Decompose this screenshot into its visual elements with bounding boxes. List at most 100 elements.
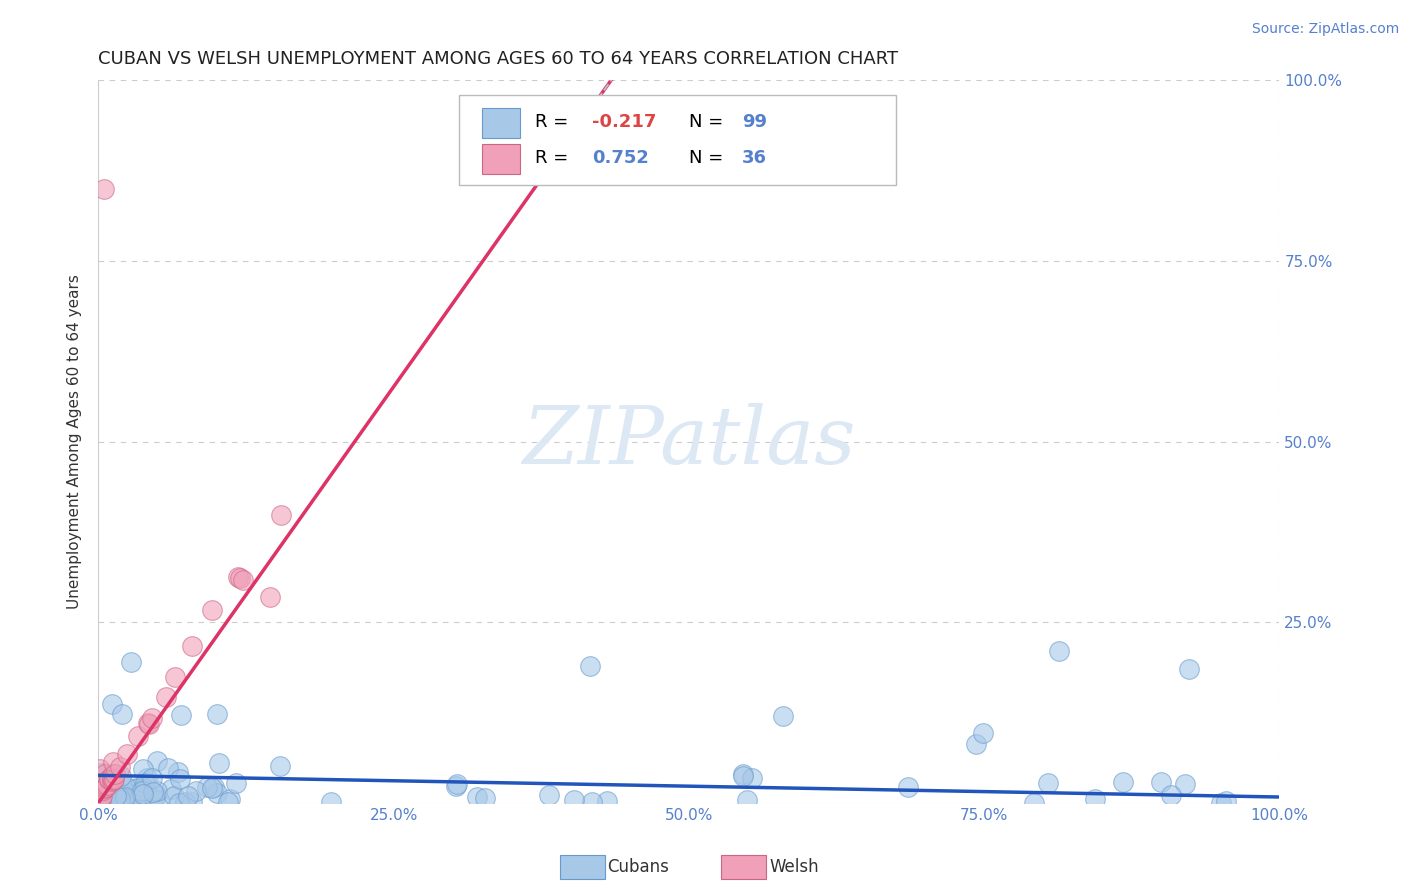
Text: Source: ZipAtlas.com: Source: ZipAtlas.com xyxy=(1251,22,1399,37)
Point xyxy=(110,760,132,774)
Point xyxy=(132,780,155,795)
Point xyxy=(89,791,111,805)
Point xyxy=(1084,792,1107,806)
Text: N =: N = xyxy=(689,149,728,168)
Text: 99: 99 xyxy=(742,113,768,131)
Point xyxy=(155,690,177,705)
Point xyxy=(1150,775,1173,789)
Point xyxy=(125,796,148,810)
Point xyxy=(117,795,139,809)
Point xyxy=(108,791,131,805)
Point xyxy=(114,779,136,793)
Point xyxy=(131,784,153,798)
Point xyxy=(270,508,292,523)
Point xyxy=(91,765,114,780)
Point xyxy=(181,795,204,809)
Point xyxy=(167,764,190,779)
Point xyxy=(146,783,169,797)
Point xyxy=(160,782,183,797)
Point xyxy=(735,793,758,807)
Point xyxy=(108,785,131,799)
Bar xyxy=(482,144,520,174)
Point xyxy=(219,791,242,805)
Point xyxy=(101,795,124,809)
Point xyxy=(93,766,115,780)
Point xyxy=(103,767,125,781)
Point xyxy=(101,697,124,711)
Point xyxy=(98,793,121,807)
Text: N =: N = xyxy=(689,113,728,131)
Text: R =: R = xyxy=(536,149,575,168)
Point xyxy=(772,709,794,723)
Text: Welsh: Welsh xyxy=(769,858,818,876)
Point xyxy=(94,791,117,805)
Point xyxy=(579,658,602,673)
Point xyxy=(205,706,228,721)
Point xyxy=(111,780,134,794)
Point xyxy=(101,772,124,786)
Point xyxy=(177,789,200,804)
Point xyxy=(136,784,159,798)
Point xyxy=(89,784,111,798)
Point xyxy=(98,772,121,787)
Point xyxy=(96,778,118,792)
Point xyxy=(232,574,254,588)
Point xyxy=(103,772,125,786)
Point xyxy=(205,787,228,801)
Point xyxy=(100,788,122,802)
Point xyxy=(741,771,763,785)
Point xyxy=(1047,644,1070,658)
Point xyxy=(217,795,239,809)
Point xyxy=(319,796,342,810)
Point xyxy=(93,780,115,795)
Point xyxy=(111,791,134,805)
Text: Cubans: Cubans xyxy=(607,858,669,876)
Point xyxy=(731,769,754,783)
Point xyxy=(115,747,138,761)
Point xyxy=(184,783,207,797)
Point xyxy=(89,792,111,806)
Point xyxy=(89,762,111,776)
Point xyxy=(446,777,468,791)
Point xyxy=(110,769,132,783)
Point xyxy=(1178,662,1201,676)
Point xyxy=(93,182,115,196)
Point xyxy=(156,761,179,775)
Point xyxy=(596,794,619,808)
Point xyxy=(1215,794,1237,808)
Point xyxy=(208,756,231,770)
Point xyxy=(125,782,148,797)
Point xyxy=(142,792,165,806)
Point xyxy=(120,655,142,669)
Point xyxy=(195,780,218,795)
Point xyxy=(225,776,247,790)
Point xyxy=(101,756,124,770)
Point xyxy=(1022,796,1045,810)
Point xyxy=(105,789,128,803)
Point xyxy=(96,783,118,797)
Point xyxy=(120,794,142,808)
Point xyxy=(91,783,114,797)
Text: R =: R = xyxy=(536,113,575,131)
Point xyxy=(89,787,111,801)
Point xyxy=(141,711,163,725)
Point xyxy=(1111,775,1133,789)
Point xyxy=(96,794,118,808)
Point xyxy=(111,706,134,721)
Text: CUBAN VS WELSH UNEMPLOYMENT AMONG AGES 60 TO 64 YEARS CORRELATION CHART: CUBAN VS WELSH UNEMPLOYMENT AMONG AGES 6… xyxy=(98,50,898,68)
Point xyxy=(201,781,224,796)
Point xyxy=(91,789,114,804)
Point xyxy=(132,762,155,776)
Point xyxy=(132,787,155,801)
Point xyxy=(101,766,124,780)
Point xyxy=(114,789,136,804)
Point xyxy=(94,788,117,802)
Point xyxy=(136,771,159,785)
Point xyxy=(165,670,187,684)
Point xyxy=(89,780,111,795)
Point xyxy=(170,707,193,722)
Point xyxy=(146,754,169,768)
Point xyxy=(90,789,112,804)
Text: 36: 36 xyxy=(742,149,768,168)
Point xyxy=(94,780,117,795)
